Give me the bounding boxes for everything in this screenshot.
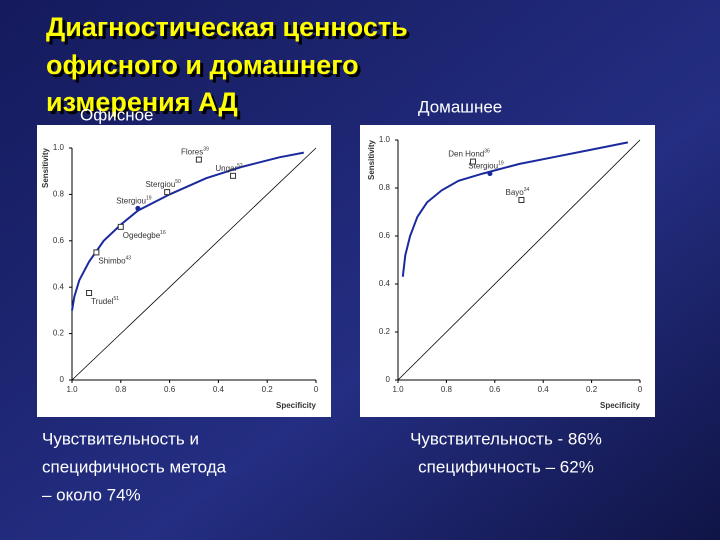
point-name: Trudel	[91, 297, 114, 306]
point-label: Stergiou19	[468, 161, 504, 171]
x-tick-label: 1.0	[392, 385, 404, 394]
point-label: Shimbo43	[98, 256, 131, 266]
roc-curve	[71, 151, 304, 311]
point-ref: 19	[146, 196, 152, 202]
point-ref: 16	[160, 230, 166, 236]
y-tick-label: 0.2	[379, 327, 391, 336]
caption-line: Чувствительность и	[42, 429, 199, 448]
study-point	[164, 189, 171, 196]
point-name: Ogedegbe	[123, 231, 161, 240]
title-shadow: измерения АД	[49, 90, 241, 120]
point-name: Den Hond	[448, 150, 484, 159]
y-tick-label: 0.2	[53, 329, 65, 338]
point-name: Stergiou	[116, 196, 146, 205]
caption-line: специфичность – 62%	[418, 457, 594, 476]
title-line: измерения АД	[46, 87, 238, 117]
x-tick-label: 0.2	[262, 385, 274, 394]
slide-title: Диагностическая ценность офисного и дома…	[46, 12, 411, 120]
y-tick-label: 0.4	[379, 279, 391, 288]
study-point	[195, 156, 202, 163]
study-point	[487, 171, 493, 177]
y-tick-label: 0.8	[379, 183, 391, 192]
point-name: Stergiou	[145, 180, 175, 189]
x-tick-label: 0.8	[115, 385, 127, 394]
x-axis-label: Specificity	[276, 401, 317, 410]
study-point	[518, 197, 525, 203]
title-shadow: Диагностическая ценность	[49, 15, 411, 45]
x-tick-label: 0	[314, 385, 319, 394]
point-label: Trudel51	[91, 296, 119, 306]
point-label: Stergiou50	[145, 179, 181, 189]
y-axis-label: Sensitivity	[367, 139, 376, 180]
y-tick-label: 0.6	[53, 236, 65, 245]
title-line: Диагностическая ценность	[46, 12, 408, 42]
point-ref: 52	[237, 163, 243, 169]
diagonal	[71, 147, 317, 381]
study-point	[93, 249, 100, 256]
x-tick-label: 0.6	[164, 385, 176, 394]
roc-curve	[401, 141, 629, 277]
point-ref: 39	[203, 147, 209, 153]
caption-line: – около 74%	[42, 485, 141, 504]
y-axis-label: Sensitivity	[41, 147, 50, 188]
x-tick-label: 1.0	[66, 385, 78, 394]
caption-line: специфичность метода	[42, 457, 227, 476]
point-ref: 43	[126, 256, 132, 262]
chart-title: Домашнее	[418, 97, 502, 116]
point-label: Flores39	[181, 147, 209, 157]
caption: Чувствительность и специфичность метода …	[42, 429, 602, 504]
point-ref: 36	[484, 149, 490, 155]
point-label: Bayo34	[506, 187, 530, 197]
x-tick-label: 0.2	[586, 385, 598, 394]
x-tick-label: 0.4	[213, 385, 225, 394]
title-line: офисного и домашнего	[46, 50, 359, 80]
study-point	[230, 172, 237, 179]
y-tick-label: 0.6	[379, 231, 391, 240]
title-shadow: офисного и домашнего	[49, 53, 362, 83]
x-tick-label: 0	[638, 385, 643, 394]
study-point	[470, 158, 477, 165]
x-tick-label: 0.4	[538, 385, 550, 394]
point-name: Stergiou	[468, 162, 498, 171]
study-point	[86, 290, 93, 296]
y-tick-label: 0	[60, 375, 65, 384]
point-name: Ungar	[215, 164, 237, 173]
diagonal	[397, 139, 641, 381]
point-label: Stergiou19	[116, 196, 152, 206]
point-ref: 51	[113, 296, 119, 302]
point-label: Ogedegbe16	[123, 230, 166, 240]
point-name: Shimbo	[98, 257, 126, 266]
x-axis-label: Specificity	[600, 401, 641, 410]
y-tick-label: 0.4	[53, 282, 65, 291]
point-ref: 19	[498, 161, 504, 167]
point-ref: 50	[175, 179, 181, 185]
point-name: Bayo	[506, 188, 525, 197]
x-tick-label: 0.8	[441, 385, 453, 394]
study-point	[135, 205, 141, 211]
caption-line: Чувствительность - 86%	[410, 429, 602, 448]
study-point	[117, 223, 124, 230]
chart-panel	[37, 125, 331, 417]
point-name: Flores	[181, 148, 203, 157]
y-tick-label: 0.8	[53, 190, 65, 199]
y-tick-label: 1.0	[379, 135, 391, 144]
y-tick-label: 1.0	[53, 143, 65, 152]
x-tick-label: 0.6	[489, 385, 501, 394]
chart-title: Офисное	[80, 105, 154, 124]
point-label: Den Hond36	[448, 149, 490, 159]
y-tick-label: 0	[386, 375, 391, 384]
point-ref: 34	[524, 187, 530, 193]
point-label: Ungar52	[215, 163, 243, 173]
